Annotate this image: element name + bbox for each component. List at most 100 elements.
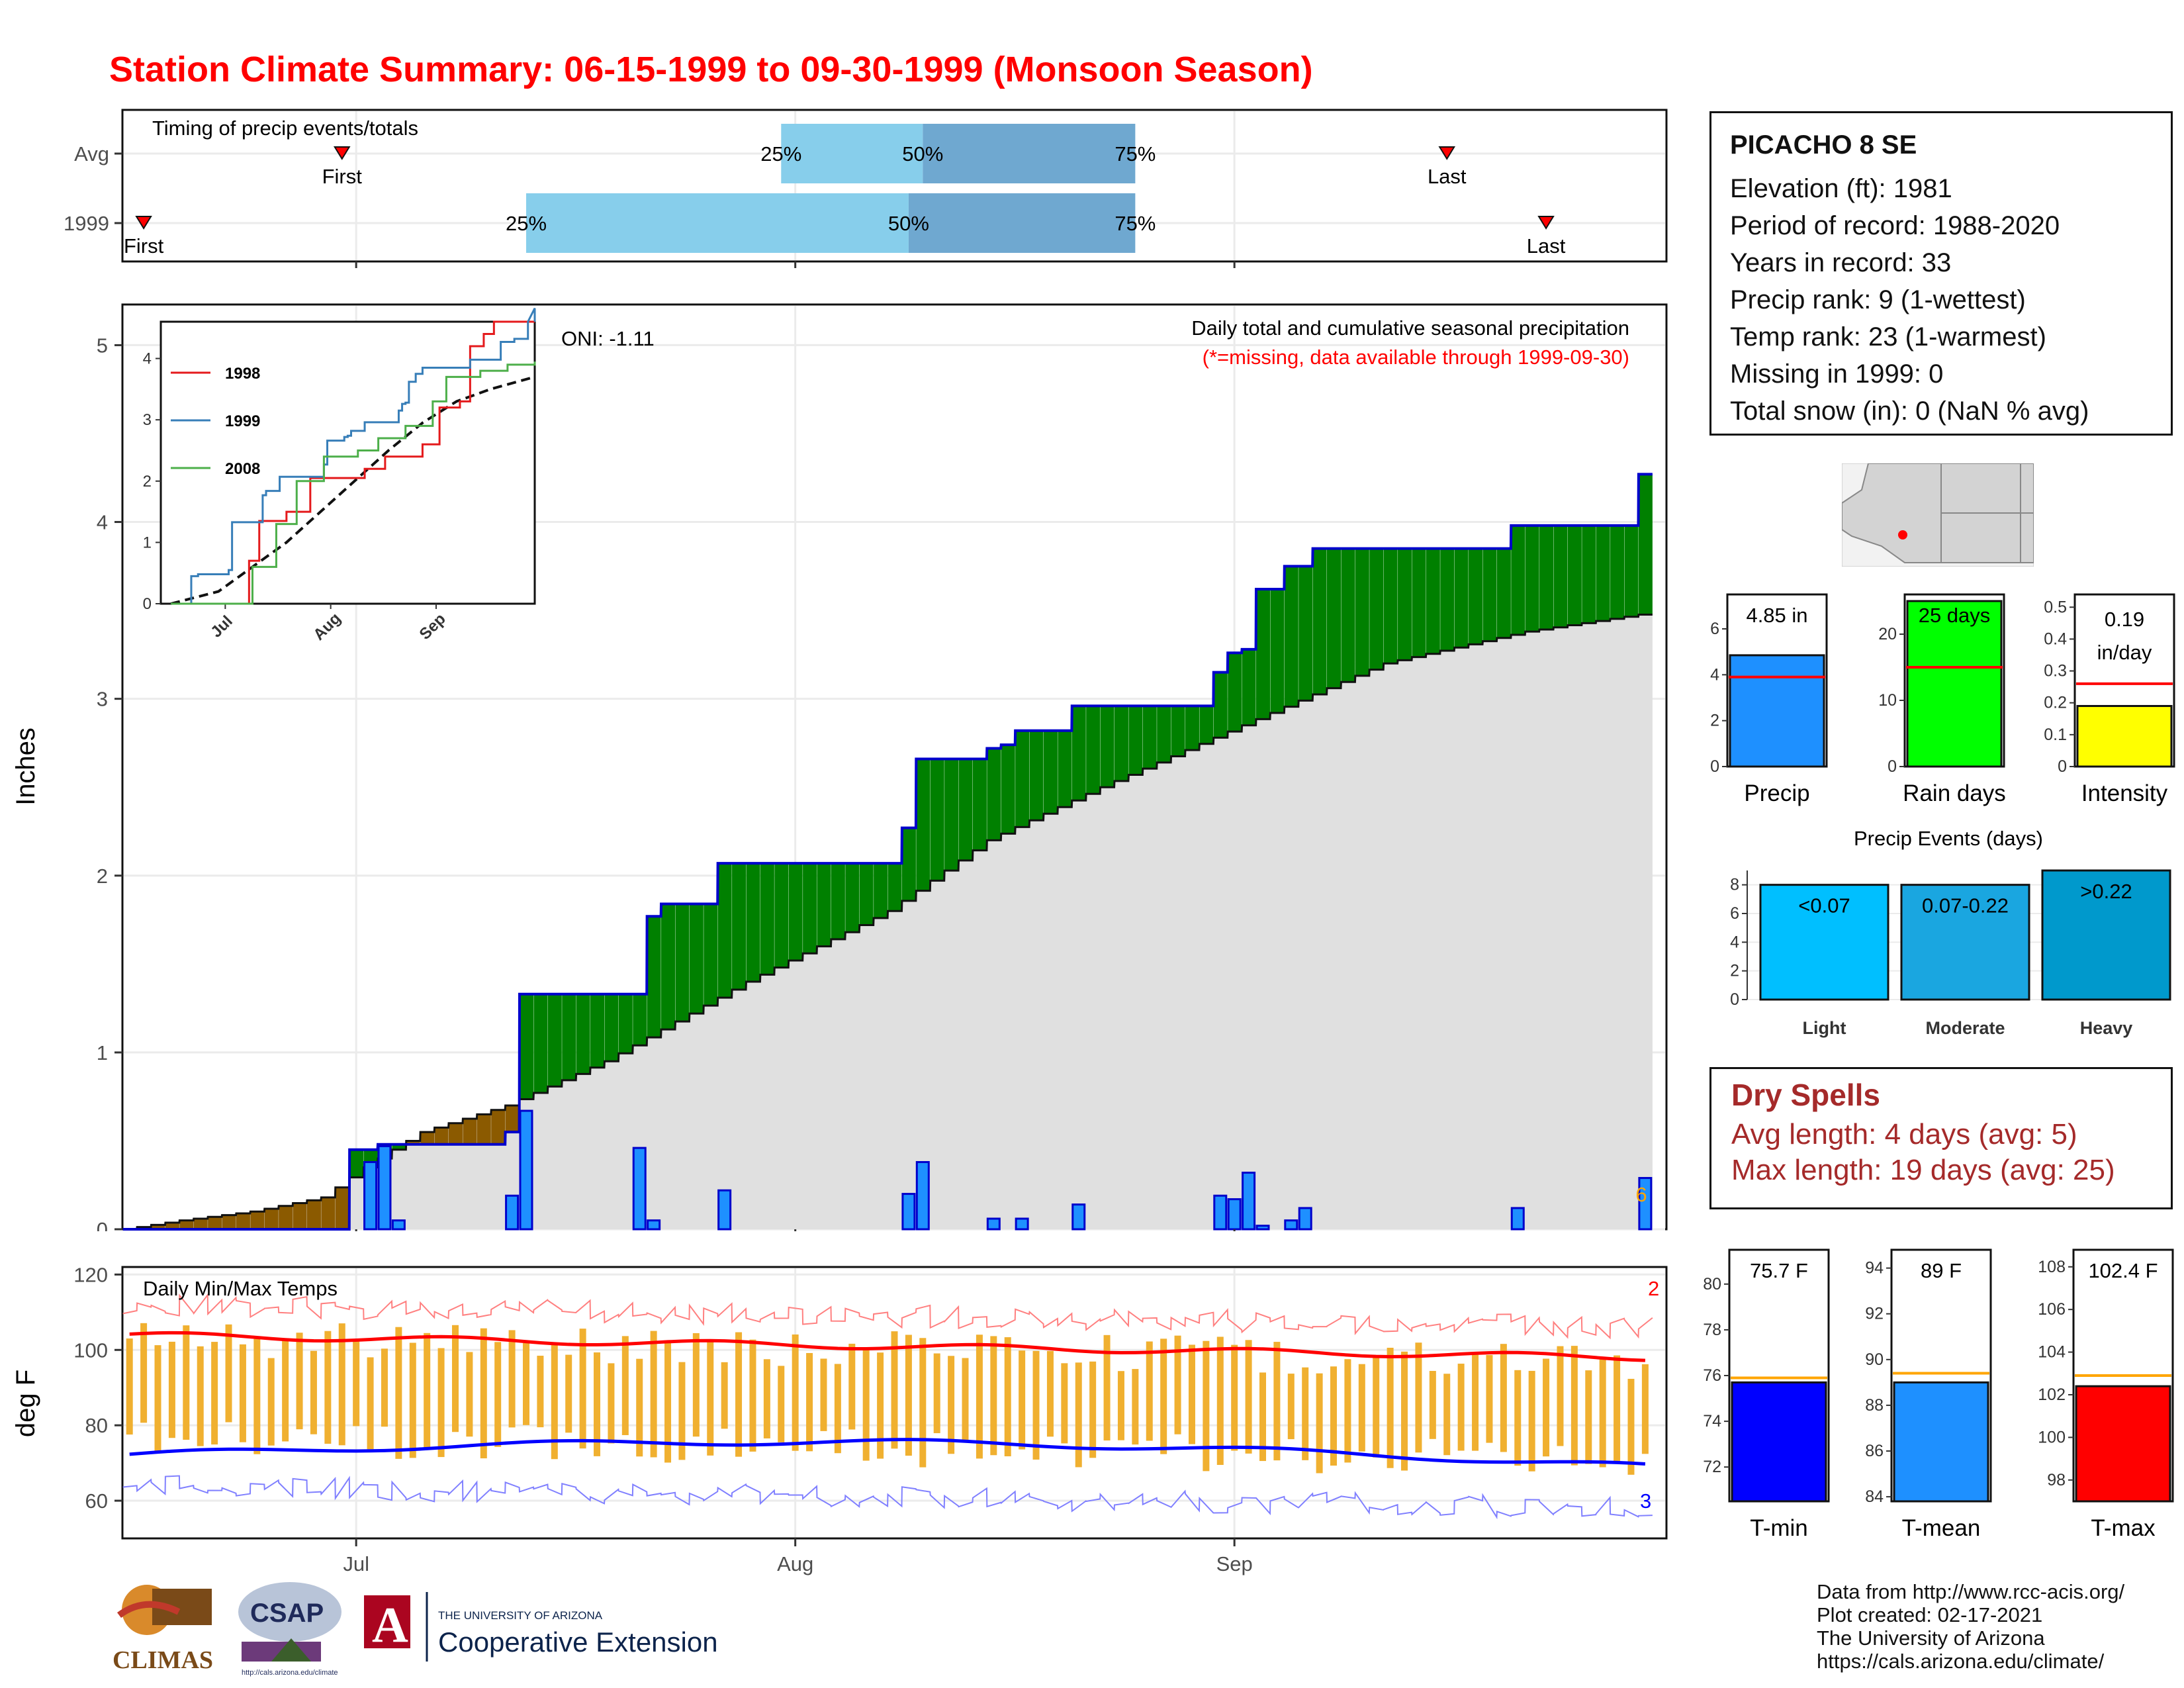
station-info: PICACHO 8 SE Elevation (ft): 1981 Period… [1709,111,2173,436]
summary-category-label: Intensity [2081,780,2168,806]
footer-line: The University of Arizona [1817,1626,2045,1650]
station-line: Total snow (in): 0 (NaN % avg) [1730,397,2089,426]
daily-precip-bar [1284,1219,1298,1231]
timing-p75-label: 75% [1115,142,1156,165]
svg-text:Cooperative Extension: Cooperative Extension [438,1626,718,1658]
temp-ytick-label: 60 [85,1489,108,1513]
inset-average-line [170,375,535,605]
timing-last-marker [1438,146,1456,160]
daily-temp-bar [1599,1356,1606,1468]
station-marker [1898,530,1907,539]
summary-ytick-label: 86 [1865,1442,1884,1460]
daily-temp-bar [239,1344,246,1442]
daily-temp-bar [168,1341,175,1438]
daily-temp-bar [154,1345,161,1454]
daily-precip-bar [986,1217,1001,1231]
daily-precip-bar [377,1145,392,1231]
svg-text:CSAP: CSAP [250,1599,324,1628]
avg-max-line [129,1331,1645,1362]
daily-temp-bar [1203,1340,1210,1472]
daily-temp-bar [381,1348,388,1427]
daily-precip-bar [915,1160,930,1231]
timing-title: Timing of precip events/totals [152,117,418,140]
summary-ytick-label: 4 [1710,665,1719,684]
footer-line: Plot created: 02-17-2021 [1817,1603,2043,1626]
events-category-label: Heavy [2080,1018,2133,1038]
timing-last-marker [1537,216,1555,230]
daily-temp-bar [1358,1364,1365,1452]
daily-temp-bar [1019,1350,1026,1450]
daily-temp-bar [140,1323,148,1423]
climas-logo: CLIMAS [113,1585,213,1674]
footer-line: Data from http://www.rcc-acis.org/ [1817,1580,2125,1603]
summary-ytick-label: 0 [1710,757,1719,776]
daily-temp-bar [1032,1350,1040,1460]
svg-text:CLIMAS: CLIMAS [113,1646,213,1674]
daily-temp-bar [664,1340,672,1463]
daily-temp-bar [862,1348,870,1461]
daily-temp-bar [763,1359,770,1438]
inset-frame [159,320,536,605]
daily-temp-bar [466,1352,473,1437]
daily-temp-bar [424,1333,431,1449]
daily-temp-bar [1443,1374,1451,1456]
inset-series-1999 [171,307,536,605]
inset-ytick-label: 1 [143,534,152,551]
daily-temp-bar [1146,1341,1153,1441]
timing-first-label: First [124,234,164,258]
events-bar-label: >0.22 [2080,880,2132,903]
summary-ytick-label: 78 [1703,1321,1721,1339]
summary-value-label: 102.4 F [2088,1259,2158,1282]
inset-legend-label: 1999 [225,412,260,430]
station-line: Missing in 1999: 0 [1730,359,1944,389]
summary-ytick-label: 0.1 [2044,726,2067,744]
events-ytick-label: 2 [1730,962,1739,980]
timing-p50-label: 50% [902,142,943,165]
daily-temp-bar [962,1358,969,1442]
footer-credits: Data from http://www.rcc-acis.org/ Plot … [1817,1580,2124,1673]
daily-temp-bar [494,1342,502,1447]
temps-summary-chart: 72 74 76 78 80 75.7 F T-min 84 86 88 90 92 94 89 F T-m… [1703,1248,2174,1541]
events-chart: Precip Events (days) 0 2 4 6 8 <0.07 Light 0.07… [1703,827,2173,1043]
locator-map [1842,463,2034,567]
timing-last-label: Last [1428,165,1467,188]
daily-temp-bar [1543,1358,1550,1457]
summary-ytick-label: 10 [1878,691,1897,710]
events-bar-label: <0.07 [1798,894,1850,917]
daily-temp-bar [1174,1335,1181,1434]
inset-legend-label: 1998 [225,365,260,383]
summary-category-label: Rain days [1903,780,2006,806]
svg-text:http://cals.arizona.edu/climat: http://cals.arizona.edu/climate [242,1669,338,1677]
daily-temp-bar [324,1331,332,1444]
daily-temp-bar [451,1325,459,1432]
inset-series-2008 [171,361,536,605]
temps-count-min: 3 [1640,1489,1651,1513]
cumulative-chart: 0 1 2 3 4 5 Daily total and cumulative season… [11,303,1668,1231]
precip-summary-chart: 0 2 4 6 4.85 in Precip 0 10 20 25 days Rain days 0 0… [1710,593,2175,806]
summary-ytick-label: 102 [2038,1385,2066,1404]
daily-temp-bar [437,1348,445,1458]
daily-precip-bar [1298,1207,1312,1231]
summary-ytick-label: 80 [1703,1275,1721,1293]
avg-min-line [129,1438,1646,1466]
daily-temp-bar [338,1323,345,1446]
daily-temp-bar [1259,1372,1266,1462]
daily-temp-bar [1557,1346,1564,1446]
daily-temp-bar [792,1334,799,1451]
daily-temp-bar [353,1340,360,1427]
summary-bar-precip [1729,654,1825,768]
summary-bar-t-min [1731,1381,1827,1503]
summary-ytick-label: 108 [2038,1258,2066,1276]
events-bar-label: 0.07-0.22 [1922,894,2009,917]
daily-temp-bar [1415,1342,1422,1453]
daily-temp-bar [126,1338,133,1435]
daily-temp-bar [1627,1378,1635,1475]
summary-ytick-label: 84 [1865,1487,1884,1506]
daily-temp-bar [1046,1350,1054,1437]
daily-temp-bar [678,1362,686,1460]
daily-temp-bar [1089,1361,1097,1458]
summary-category-label: T-max [2091,1515,2156,1541]
dry-spells-title: Dry Spells [1731,1078,1880,1112]
daily-temp-bar [1075,1362,1082,1468]
summary-ytick-label: 6 [1710,620,1719,638]
